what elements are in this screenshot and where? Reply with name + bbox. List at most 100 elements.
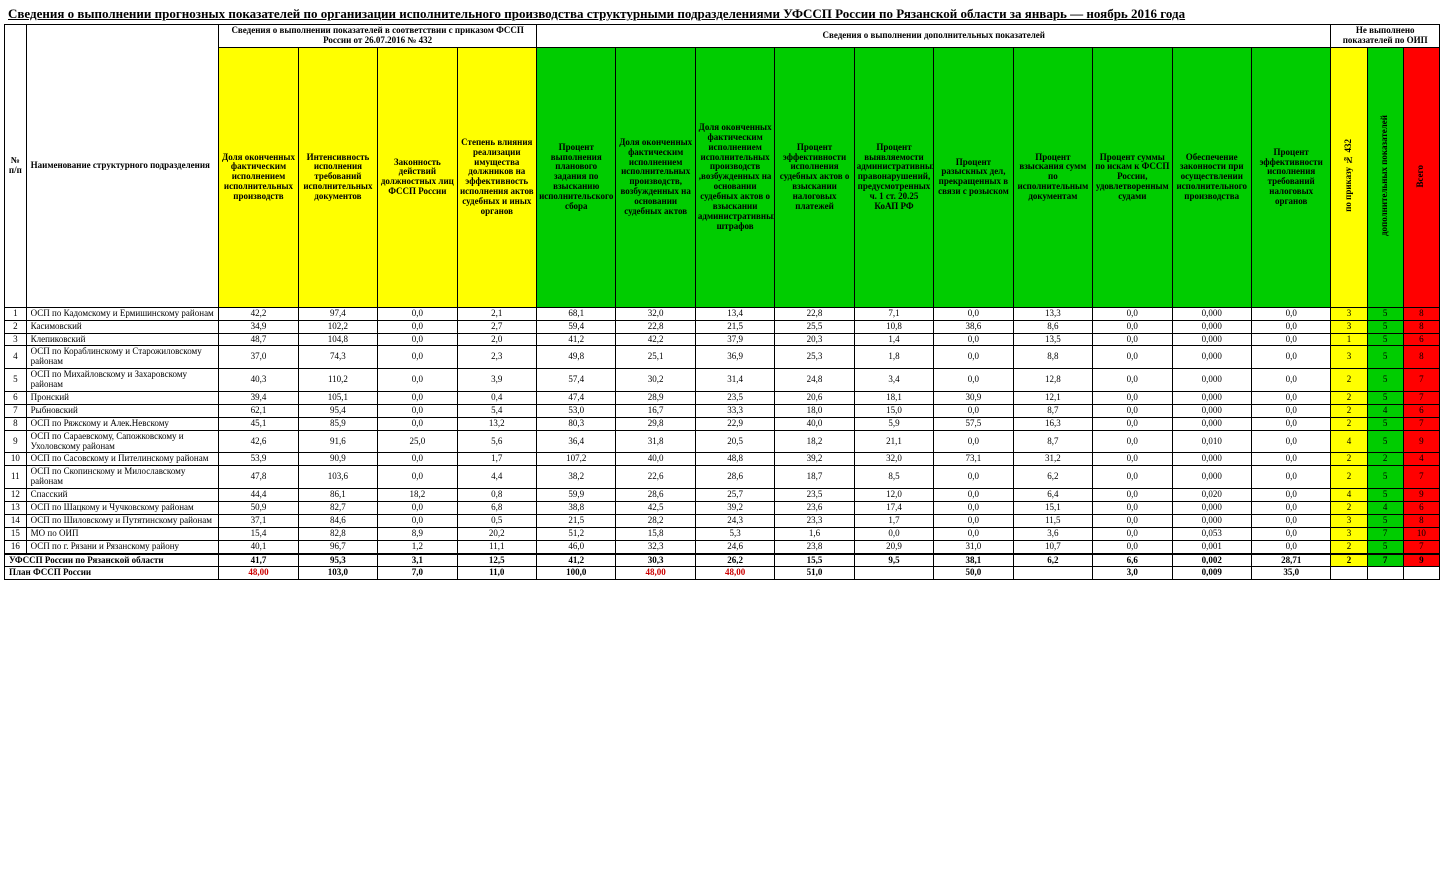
hdr-group3: Не выполнено показателей по ОИП <box>1331 25 1440 48</box>
data-cell: 47,8 <box>219 466 298 489</box>
row-num: 14 <box>5 514 27 527</box>
hdr-c14: Процент эффективности исполнения требова… <box>1251 47 1330 307</box>
data-cell: 0,0 <box>1093 320 1172 333</box>
summary-432: 2 <box>1331 392 1367 405</box>
data-cell: 0,0 <box>1251 417 1330 430</box>
data-cell: 28,9 <box>616 392 695 405</box>
summary-total: 10 <box>1403 527 1439 540</box>
table-row: 14ОСП по Шиловскому и Путятинскому район… <box>5 514 1440 527</box>
data-cell: 80,3 <box>537 417 616 430</box>
summary-extra: 5 <box>1367 430 1403 453</box>
data-cell: 0,000 <box>1172 404 1251 417</box>
total-s3: 9 <box>1403 554 1439 567</box>
row-num: 1 <box>5 307 27 320</box>
summary-total: 6 <box>1403 502 1439 515</box>
row-name-cell: ОСП по г. Рязани и Рязанскому району <box>26 540 219 553</box>
data-cell: 0,0 <box>1093 453 1172 466</box>
plan-cell: 0,009 <box>1172 567 1251 580</box>
data-cell: 23,6 <box>775 502 854 515</box>
data-cell: 59,9 <box>537 489 616 502</box>
row-num: 6 <box>5 392 27 405</box>
row-num: 11 <box>5 466 27 489</box>
data-cell: 21,5 <box>537 514 616 527</box>
data-cell: 23,5 <box>775 489 854 502</box>
table-row: 10ОСП по Сасовскому и Пителинскому район… <box>5 453 1440 466</box>
data-cell: 2,7 <box>457 320 536 333</box>
data-cell: 53,9 <box>219 453 298 466</box>
data-cell: 10,7 <box>1013 540 1092 553</box>
plan-cell: 35,0 <box>1251 567 1330 580</box>
hdr-c4: Степень влияния реализации имущества дол… <box>457 47 536 307</box>
hdr-c2: Интенсивность исполнения требований испо… <box>298 47 377 307</box>
data-cell: 0,4 <box>457 392 536 405</box>
total-cell: 41,2 <box>537 554 616 567</box>
plan-cell: 11,0 <box>457 567 536 580</box>
row-name-cell: Пронский <box>26 392 219 405</box>
summary-total: 7 <box>1403 392 1439 405</box>
data-cell: 90,9 <box>298 453 377 466</box>
data-cell: 74,3 <box>298 346 377 369</box>
summary-total: 9 <box>1403 489 1439 502</box>
summary-432: 2 <box>1331 466 1367 489</box>
row-num: 7 <box>5 404 27 417</box>
data-cell: 85,9 <box>298 417 377 430</box>
data-cell: 38,6 <box>934 320 1013 333</box>
data-cell: 110,2 <box>298 369 377 392</box>
data-cell: 0,0 <box>854 527 933 540</box>
data-cell: 32,3 <box>616 540 695 553</box>
data-cell: 28,6 <box>616 489 695 502</box>
summary-total: 7 <box>1403 417 1439 430</box>
summary-total: 8 <box>1403 307 1439 320</box>
total-cell: 28,71 <box>1251 554 1330 567</box>
data-cell: 103,6 <box>298 466 377 489</box>
data-cell: 0,0 <box>1093 502 1172 515</box>
data-cell: 0,0 <box>1251 320 1330 333</box>
data-cell: 0,0 <box>934 502 1013 515</box>
summary-extra: 5 <box>1367 333 1403 346</box>
data-cell: 0,0 <box>1093 466 1172 489</box>
data-cell: 24,6 <box>695 540 774 553</box>
data-cell: 22,6 <box>616 466 695 489</box>
total-label: УФССП России по Рязанской области <box>5 554 219 567</box>
data-cell: 29,8 <box>616 417 695 430</box>
data-cell: 82,8 <box>298 527 377 540</box>
row-name-cell: МО по ОИП <box>26 527 219 540</box>
data-cell: 0,0 <box>1251 514 1330 527</box>
data-cell: 0,0 <box>1093 514 1172 527</box>
data-cell: 40,0 <box>775 417 854 430</box>
data-cell: 0,000 <box>1172 392 1251 405</box>
data-cell: 42,2 <box>219 307 298 320</box>
data-cell: 33,3 <box>695 404 774 417</box>
data-cell: 15,4 <box>219 527 298 540</box>
total-cell: 12,5 <box>457 554 536 567</box>
total-row: УФССП России по Рязанской области41,795,… <box>5 554 1440 567</box>
data-cell: 31,0 <box>934 540 1013 553</box>
data-cell: 0,0 <box>1251 540 1330 553</box>
data-cell: 37,0 <box>219 346 298 369</box>
data-cell: 32,0 <box>854 453 933 466</box>
summary-total: 7 <box>1403 369 1439 392</box>
data-cell: 6,8 <box>457 502 536 515</box>
data-cell: 22,9 <box>695 417 774 430</box>
data-cell: 2,0 <box>457 333 536 346</box>
data-cell: 86,1 <box>298 489 377 502</box>
summary-total: 9 <box>1403 430 1439 453</box>
data-cell: 22,8 <box>775 307 854 320</box>
row-name-cell: ОСП по Михайловскому и Захаровскому райо… <box>26 369 219 392</box>
data-cell: 0,000 <box>1172 333 1251 346</box>
data-cell: 28,6 <box>695 466 774 489</box>
data-cell: 13,3 <box>1013 307 1092 320</box>
total-cell: 6,6 <box>1093 554 1172 567</box>
row-num: 3 <box>5 333 27 346</box>
data-cell: 0,000 <box>1172 502 1251 515</box>
data-cell: 59,4 <box>537 320 616 333</box>
data-cell: 6,4 <box>1013 489 1092 502</box>
data-cell: 23,5 <box>695 392 774 405</box>
data-cell: 0,0 <box>934 333 1013 346</box>
data-cell: 0,0 <box>1093 307 1172 320</box>
data-cell: 0,0 <box>1251 333 1330 346</box>
data-cell: 11,1 <box>457 540 536 553</box>
data-cell: 68,1 <box>537 307 616 320</box>
data-cell: 8,7 <box>1013 430 1092 453</box>
data-cell: 0,0 <box>378 369 457 392</box>
